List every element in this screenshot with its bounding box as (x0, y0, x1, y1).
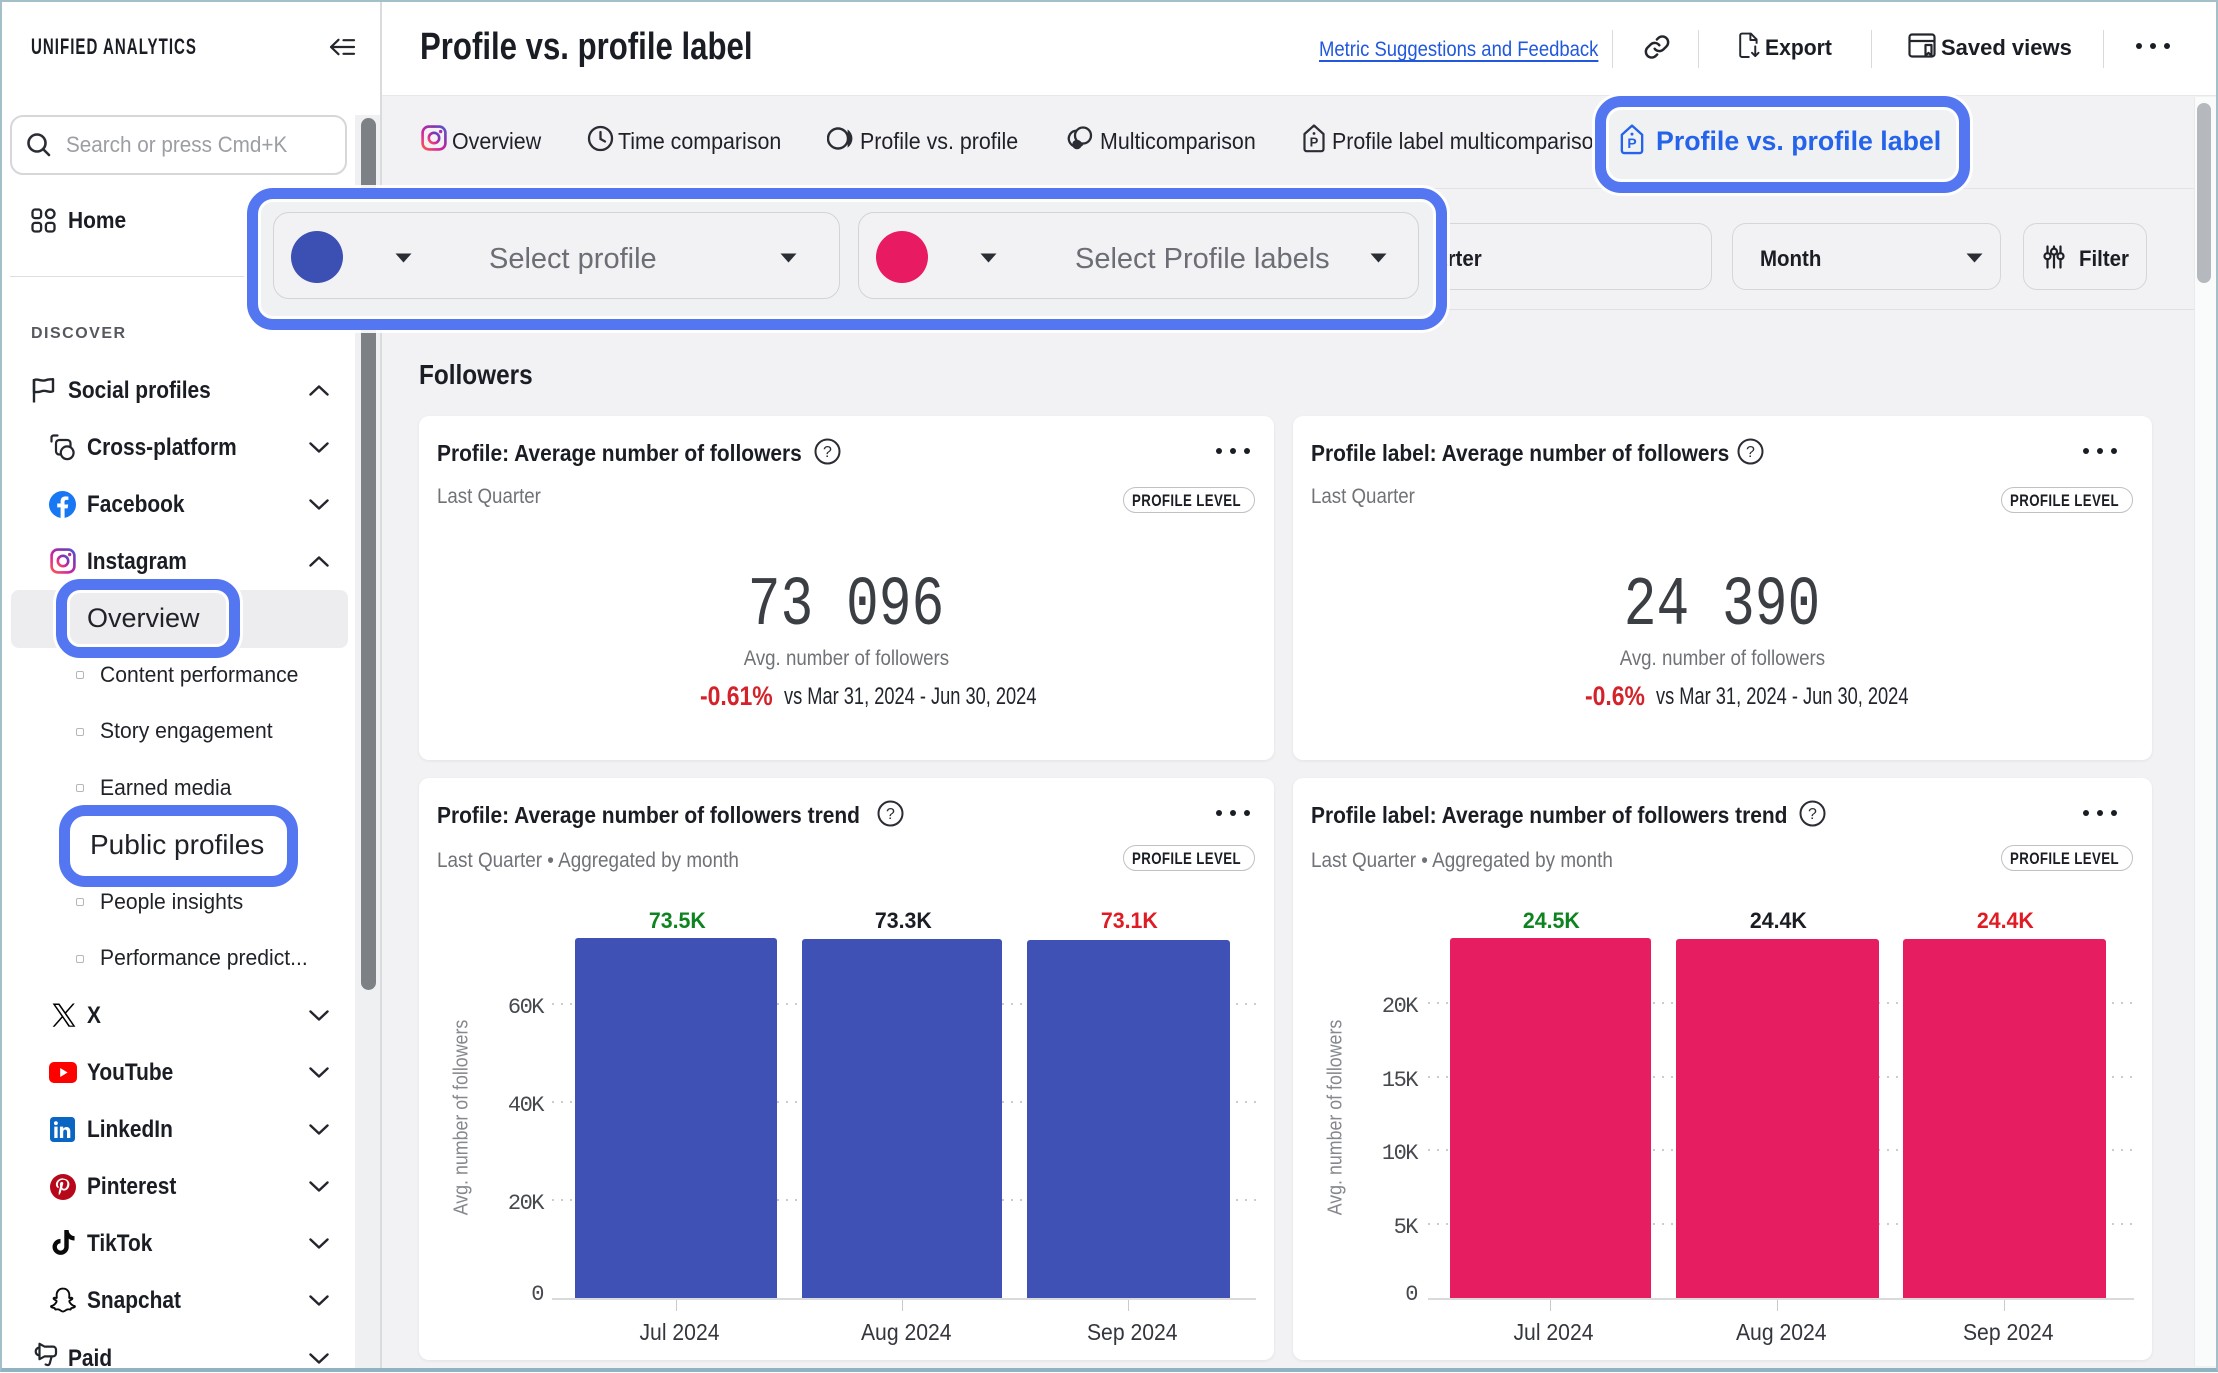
svg-text:?: ? (1808, 806, 1817, 823)
svg-text:P: P (1627, 135, 1636, 151)
svg-text:P: P (1310, 135, 1319, 150)
svg-text:?: ? (1746, 444, 1755, 461)
svg-text:?: ? (886, 806, 895, 823)
svg-text:?: ? (823, 444, 832, 461)
